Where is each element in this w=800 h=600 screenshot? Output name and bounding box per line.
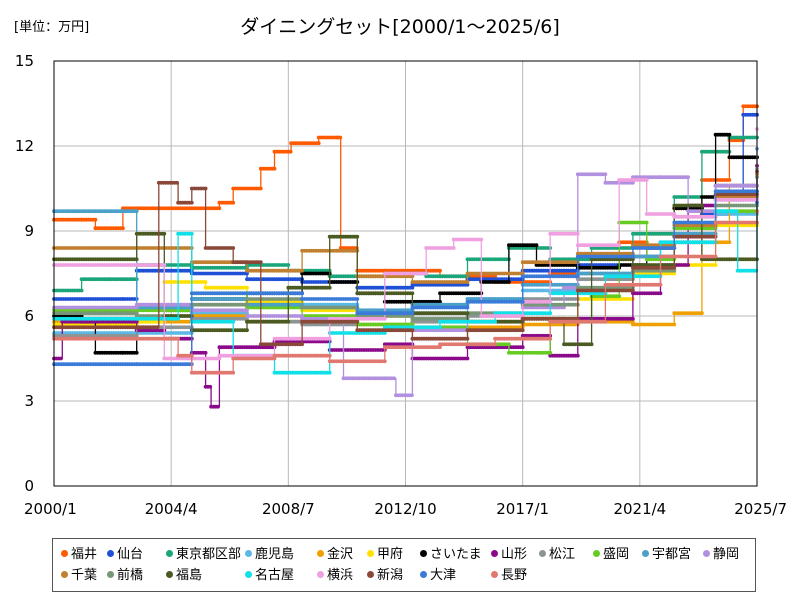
data-point [134, 350, 139, 355]
data-point [245, 302, 249, 307]
data-point [727, 240, 732, 245]
data-point [465, 311, 470, 316]
data-point [288, 149, 293, 154]
data-point [410, 285, 415, 290]
data-point [300, 268, 304, 273]
data-point [658, 291, 663, 296]
data-point [134, 209, 139, 214]
data-point [700, 311, 704, 316]
data-point [338, 135, 343, 140]
data-point [686, 175, 690, 180]
data-point [272, 166, 277, 171]
data-point [59, 356, 63, 361]
data-point [686, 263, 690, 267]
data-point [700, 203, 704, 208]
data-point [410, 291, 415, 296]
data-point [465, 280, 470, 284]
data-point [548, 350, 553, 355]
data-point [507, 342, 511, 347]
data-point [589, 342, 594, 347]
data-point [203, 350, 208, 355]
data-point [617, 294, 622, 299]
data-point [672, 322, 677, 327]
data-point [603, 172, 608, 177]
data-point [121, 226, 125, 231]
data-point [231, 319, 236, 324]
data-point [286, 263, 291, 267]
data-point [286, 319, 291, 324]
data-point [162, 231, 167, 236]
data-point [316, 141, 321, 146]
data-point [631, 316, 635, 321]
data-point [245, 328, 249, 333]
data-point [79, 288, 84, 293]
data-point [203, 280, 208, 284]
data-point [644, 220, 649, 225]
data-point [727, 178, 732, 182]
data-point [410, 393, 414, 398]
data-point [631, 319, 635, 324]
data-point [392, 376, 396, 381]
data-point [258, 186, 263, 191]
data-point [176, 316, 181, 321]
data-point [534, 243, 539, 248]
data-point [217, 206, 222, 211]
data-point [231, 200, 236, 205]
data-point [245, 285, 249, 290]
data-point [727, 132, 732, 137]
data-point [507, 280, 511, 284]
data-point [189, 231, 194, 236]
data-point [438, 268, 442, 273]
data-point [134, 257, 139, 262]
data-point [327, 285, 332, 290]
data-point [493, 274, 497, 279]
data-point [465, 356, 470, 361]
data-point [93, 217, 98, 222]
chart-title: ダイニングセット[2000/1～2025/6] [240, 16, 560, 38]
data-point [245, 271, 249, 276]
data-point [245, 308, 249, 313]
data-point [355, 234, 360, 239]
data-point [713, 263, 718, 267]
data-point [575, 353, 580, 358]
unit-label: [単位：万円] [14, 20, 90, 35]
data-point [216, 404, 220, 409]
data-point [208, 384, 213, 389]
data-point [520, 345, 525, 350]
data-point [465, 282, 470, 287]
series-layer [52, 104, 759, 409]
